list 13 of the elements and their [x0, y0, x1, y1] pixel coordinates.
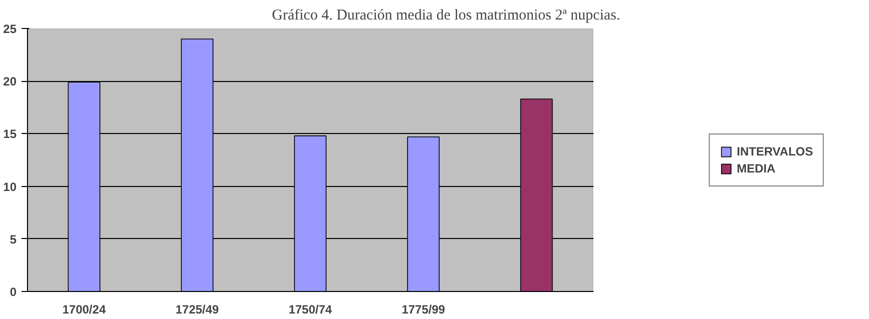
chart-title: Gráfico 4. Duración media de los matrimonios 2ª nupcias. [272, 8, 620, 24]
x-tick-label: 1700/24 [62, 302, 106, 316]
y-tick-label: 15 [3, 127, 17, 142]
y-tick-label: 10 [3, 180, 17, 194]
y-tick-label: 5 [10, 232, 17, 246]
legend-label: MEDIA [736, 161, 776, 175]
y-tick-label: 25 [3, 22, 17, 36]
x-tick-label: 1725/49 [175, 302, 220, 316]
y-tick-label: 0 [10, 285, 17, 299]
legend-label: INTERVALOS [736, 144, 813, 158]
x-tick-label: 1775/99 [402, 302, 446, 316]
y-tick-label: 20 [3, 74, 17, 89]
x-tick-label: 1750/74 [288, 302, 332, 316]
